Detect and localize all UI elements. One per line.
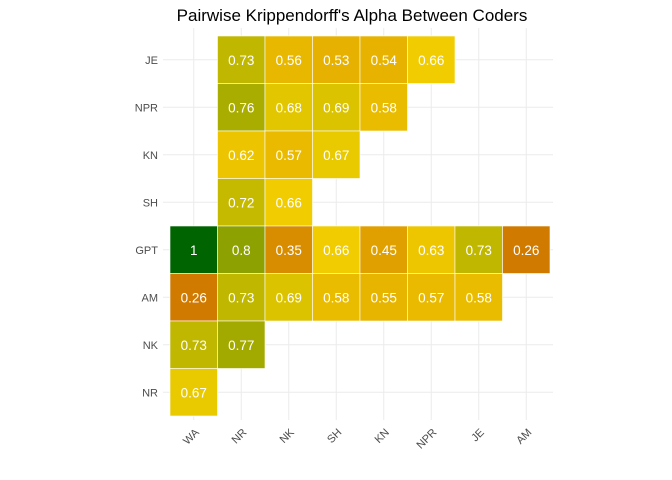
heatmap-cell [217,178,266,227]
cell-value-label: 0.58 [371,100,397,115]
cell-value-label: 0.73 [181,338,207,353]
heatmap-cell [169,225,218,274]
cell-value-label: 0.66 [276,195,302,210]
heatmap-cell [407,273,456,322]
heatmap-cell [312,273,361,322]
heatmap-cell [407,225,456,274]
x-tick-label: WA [181,426,202,447]
y-tick-label: AM [142,292,159,304]
y-tick-label: NR [142,387,158,399]
cell-value-label: 0.54 [371,53,398,68]
cell-value-label: 0.26 [181,290,207,305]
cell-value-label: 0.68 [276,100,302,115]
heatmap-cell [264,178,313,227]
heatmap-cell [359,83,408,132]
x-tick-label: NPR [414,427,439,452]
heatmap-cell [169,368,218,417]
cell-value-label: 0.73 [228,290,254,305]
cell-value-label: 0.57 [276,148,302,163]
cell-value-label: 0.55 [371,290,397,305]
x-tick-label: JE [469,427,487,445]
heatmap-cell [407,35,456,84]
heatmap-cell [217,320,266,369]
x-tick-label: KN [373,427,392,446]
x-axis-tick-labels: WA NR NK SH KN NPR JE AM [181,426,534,451]
cell-value-label: 0.67 [323,148,349,163]
cell-value-label: 0.73 [228,53,254,68]
heatmap-cell [217,83,266,132]
heatmap-cell [217,130,266,179]
cell-value-label: 0.66 [418,53,444,68]
cell-value-label: 0.77 [228,338,254,353]
heatmap-cell [217,225,266,274]
x-tick-label: SH [325,427,344,446]
cell-value-label: 0.72 [228,195,254,210]
cell-value-label: 0.73 [466,243,492,258]
cell-value-label: 0.35 [276,243,302,258]
heatmap-cell [454,273,503,322]
heatmap-cell [312,225,361,274]
y-tick-label: JE [145,55,158,67]
heatmap-cell [359,35,408,84]
cell-value-label: 0.58 [466,290,492,305]
y-tick-label: KN [143,150,158,162]
heatmap-cell [264,225,313,274]
y-tick-label: NK [143,340,159,352]
cell-value-label: 0.26 [513,243,539,258]
heatmap-cell [502,225,551,274]
y-tick-label: NPR [135,102,158,114]
x-tick-label: NK [278,426,298,446]
heatmap-cell [454,225,503,274]
cell-value-label: 0.45 [371,243,397,258]
x-tick-label: AM [514,427,534,447]
heatmap-cells: 0.73 0.56 0.53 0.54 0.66 0.76 0.68 0.69 0.58 0.62… [169,35,551,417]
y-tick-label: GPT [135,245,158,257]
x-tick-label: NR [230,427,250,447]
cell-value-label: 0.53 [323,53,349,68]
cell-value-label: 0.57 [418,290,444,305]
cell-value-label: 0.58 [323,290,349,305]
chart-title: Pairwise Krippendorff's Alpha Between Co… [177,6,528,25]
cell-value-label: 1 [190,243,198,258]
cell-value-label: 0.69 [323,100,349,115]
cell-value-label: 0.56 [276,53,302,68]
cell-value-label: 0.62 [228,148,254,163]
cell-value-label: 0.69 [276,290,302,305]
cell-value-label: 0.8 [232,243,251,258]
y-axis-tick-labels: JE NPR KN SH GPT AM NK NR [135,55,159,400]
y-tick-label: SH [143,197,158,209]
cell-value-label: 0.63 [418,243,444,258]
cell-value-label: 0.67 [181,385,207,400]
heatmap-cell [169,273,218,322]
cell-value-label: 0.66 [323,243,349,258]
heatmap-cell [359,225,408,274]
heatmap-cell [264,83,313,132]
heatmap-cell [359,273,408,322]
heatmap-cell [264,130,313,179]
heatmap-cell [312,130,361,179]
cell-value-label: 0.76 [228,100,254,115]
